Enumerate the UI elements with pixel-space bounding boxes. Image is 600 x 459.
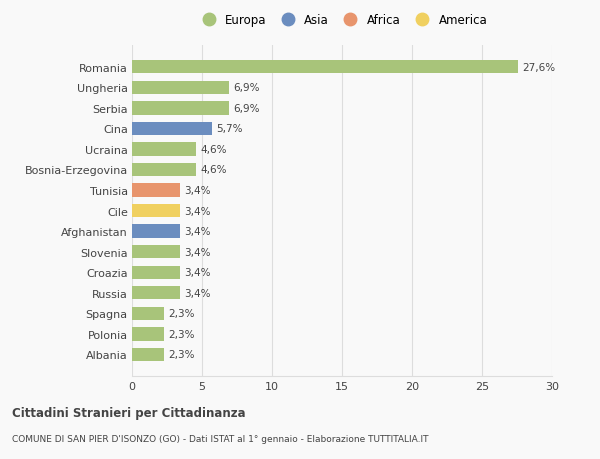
Text: 3,4%: 3,4% — [184, 247, 211, 257]
Bar — [132, 163, 196, 177]
Bar — [132, 61, 518, 74]
Text: 4,6%: 4,6% — [200, 165, 227, 175]
Bar — [132, 143, 196, 156]
Text: 3,4%: 3,4% — [184, 206, 211, 216]
Text: 2,3%: 2,3% — [169, 350, 195, 360]
Bar — [132, 81, 229, 95]
Text: 3,4%: 3,4% — [184, 185, 211, 196]
Bar — [132, 204, 179, 218]
Bar — [132, 184, 179, 197]
Text: 3,4%: 3,4% — [184, 288, 211, 298]
Legend: Europa, Asia, Africa, America: Europa, Asia, Africa, America — [197, 14, 487, 27]
Text: 3,4%: 3,4% — [184, 268, 211, 278]
Bar — [132, 328, 164, 341]
Bar — [132, 348, 164, 361]
Text: 4,6%: 4,6% — [200, 145, 227, 155]
Bar — [132, 123, 212, 136]
Bar — [132, 266, 179, 280]
Bar — [132, 225, 179, 238]
Text: 6,9%: 6,9% — [233, 104, 259, 113]
Text: 2,3%: 2,3% — [169, 329, 195, 339]
Text: COMUNE DI SAN PIER D'ISONZO (GO) - Dati ISTAT al 1° gennaio - Elaborazione TUTTI: COMUNE DI SAN PIER D'ISONZO (GO) - Dati … — [12, 434, 428, 443]
Text: 3,4%: 3,4% — [184, 227, 211, 237]
Text: Cittadini Stranieri per Cittadinanza: Cittadini Stranieri per Cittadinanza — [12, 406, 245, 419]
Bar — [132, 102, 229, 115]
Bar — [132, 307, 164, 320]
Text: 2,3%: 2,3% — [169, 309, 195, 319]
Bar — [132, 286, 179, 300]
Text: 27,6%: 27,6% — [523, 62, 556, 73]
Text: 6,9%: 6,9% — [233, 83, 259, 93]
Bar — [132, 246, 179, 259]
Text: 5,7%: 5,7% — [216, 124, 242, 134]
